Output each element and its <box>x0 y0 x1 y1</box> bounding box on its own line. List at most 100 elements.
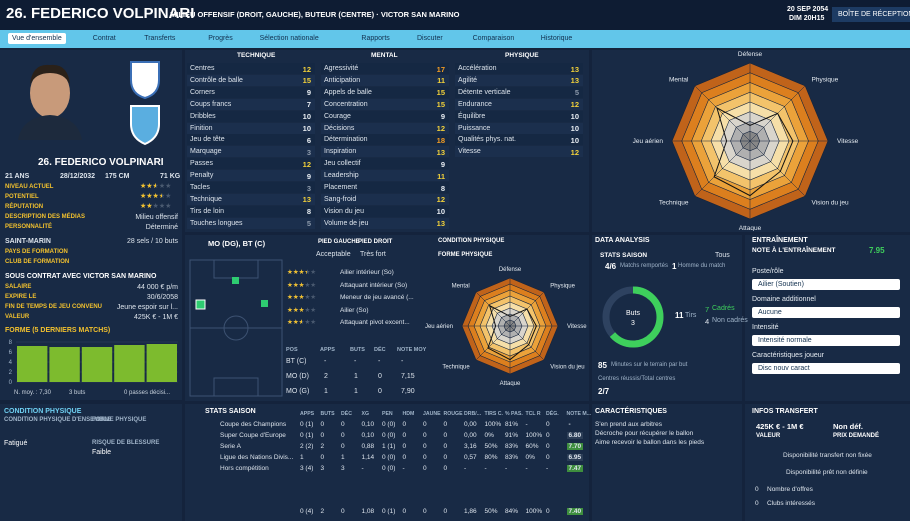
attr-row[interactable] <box>321 205 449 217</box>
y-tick-label: 4 <box>9 360 13 366</box>
dropdown[interactable]: Ailier (Soutien) <box>752 279 900 290</box>
attr-row[interactable] <box>187 182 315 193</box>
attr-row[interactable] <box>321 98 449 110</box>
role[interactable]: Meneur de jeu avancé (... <box>340 294 414 301</box>
attr-value: 12 <box>302 64 311 74</box>
attr-row[interactable] <box>187 170 315 182</box>
attr-row[interactable] <box>187 193 315 205</box>
tab[interactable]: Vue d'ensemble <box>8 33 66 44</box>
attr-row[interactable] <box>321 134 449 146</box>
attr-row[interactable] <box>187 146 315 158</box>
attr-row[interactable] <box>187 122 315 134</box>
attr-row[interactable] <box>321 193 449 205</box>
attr-value: 5 <box>574 88 579 98</box>
label: 91% <box>505 432 519 439</box>
attr-row[interactable] <box>187 217 315 229</box>
player-name: 26. FEDERICO VOLPINARI <box>38 157 164 168</box>
tab[interactable]: Comparaison <box>472 35 515 42</box>
attr-row[interactable] <box>455 134 583 146</box>
attr-row[interactable] <box>321 217 449 229</box>
attr-row[interactable] <box>187 110 315 122</box>
label: DRB/... <box>464 411 482 417</box>
label: 2 <box>320 443 325 450</box>
attr-name: Agressivité <box>324 65 359 72</box>
label: 44 000 € p/m <box>137 284 178 291</box>
radar-axis-label: Jeu aérien <box>425 324 453 330</box>
attr-row[interactable] <box>187 205 315 217</box>
label: 80% <box>484 454 498 461</box>
season-panel <box>185 404 589 521</box>
attr-row[interactable] <box>187 74 315 86</box>
dropdown[interactable]: Intensité normale <box>752 335 900 346</box>
attr-row[interactable] <box>187 134 315 146</box>
attr-row[interactable] <box>187 86 315 98</box>
tab[interactable]: Contrat <box>92 35 116 42</box>
label: 1,14 <box>361 454 375 461</box>
label: TCL R <box>525 411 541 417</box>
attr-value: 13 <box>570 76 579 86</box>
radar-spoke <box>475 325 511 361</box>
bio: 71 KG <box>160 173 181 180</box>
attr-row[interactable] <box>455 98 583 110</box>
radar-player <box>487 304 537 361</box>
label: PIED DROIT <box>358 239 393 245</box>
attr-row[interactable] <box>455 74 583 86</box>
donut-value: 3 <box>631 320 635 327</box>
attr-row[interactable] <box>321 170 449 182</box>
shots-donut: Buts 3 <box>602 286 664 348</box>
label: S'en prend aux arbitres <box>595 421 663 428</box>
attr-row[interactable] <box>321 158 449 170</box>
attr-value: 17 <box>436 64 445 74</box>
attr-row[interactable] <box>455 86 583 98</box>
attr-row[interactable] <box>455 146 583 158</box>
attr-value: 10 <box>302 124 311 133</box>
attr-row[interactable] <box>455 122 583 134</box>
attr-row[interactable] <box>321 63 449 74</box>
radar-axis-label: Attaque <box>739 225 762 231</box>
attr-name: Placement <box>324 184 358 191</box>
label: 50% <box>484 508 498 515</box>
label: 0 <box>402 421 407 428</box>
tab[interactable]: Historique <box>540 35 573 42</box>
attr-row[interactable] <box>321 122 449 134</box>
dropdown[interactable]: Aucune <box>752 307 900 318</box>
radar-axis-label: Vision du jeu <box>550 364 584 370</box>
role[interactable]: Ailier intérieur (So) <box>340 269 394 276</box>
attr-name: Finition <box>190 124 213 132</box>
attr-row[interactable] <box>321 182 449 193</box>
attr-row[interactable] <box>321 110 449 122</box>
label: 0 <box>423 454 427 461</box>
attr-row[interactable] <box>321 74 449 86</box>
attr-row[interactable] <box>455 63 583 74</box>
star-fill: ★★★★★ <box>287 319 302 326</box>
label: Cadrés <box>712 305 735 312</box>
attr-row[interactable] <box>187 63 315 74</box>
label: 0 <box>423 432 427 439</box>
attr-row[interactable] <box>187 98 315 110</box>
label: DATA ANALYSIS <box>595 237 650 244</box>
attr-row[interactable] <box>321 146 449 158</box>
tab[interactable]: Sélection nationale <box>259 35 319 42</box>
tab[interactable]: Rapports <box>361 35 390 42</box>
attr-row[interactable] <box>187 158 315 170</box>
attr-row[interactable] <box>321 86 449 98</box>
label: 0 <box>423 508 427 515</box>
tab[interactable]: Discuter <box>417 35 443 42</box>
label: - <box>525 421 528 428</box>
label: 0,10 <box>361 432 375 439</box>
tab[interactable]: Progrès <box>208 35 233 42</box>
tab[interactable]: Transferts <box>144 35 176 42</box>
role[interactable]: Attaquant pivot excent... <box>340 319 410 326</box>
bio: 21 ANS <box>5 173 30 180</box>
label: 0 <box>546 421 550 428</box>
label: 0 <box>378 373 382 380</box>
role[interactable]: Attaquant intérieur (So) <box>340 281 408 289</box>
role[interactable]: Ailier (So) <box>340 306 369 314</box>
inbox-button[interactable]: BOÎTE DE RÉCEPTION <box>832 7 910 22</box>
label: 3 <box>341 465 345 472</box>
attr-row[interactable] <box>455 110 583 122</box>
label: DESCRIPTION DES MÉDIAS <box>5 214 86 220</box>
dropdown[interactable]: Disc nouv caract <box>752 363 900 374</box>
attr-value: 10 <box>570 124 579 133</box>
label: 3 (4) <box>300 465 314 472</box>
